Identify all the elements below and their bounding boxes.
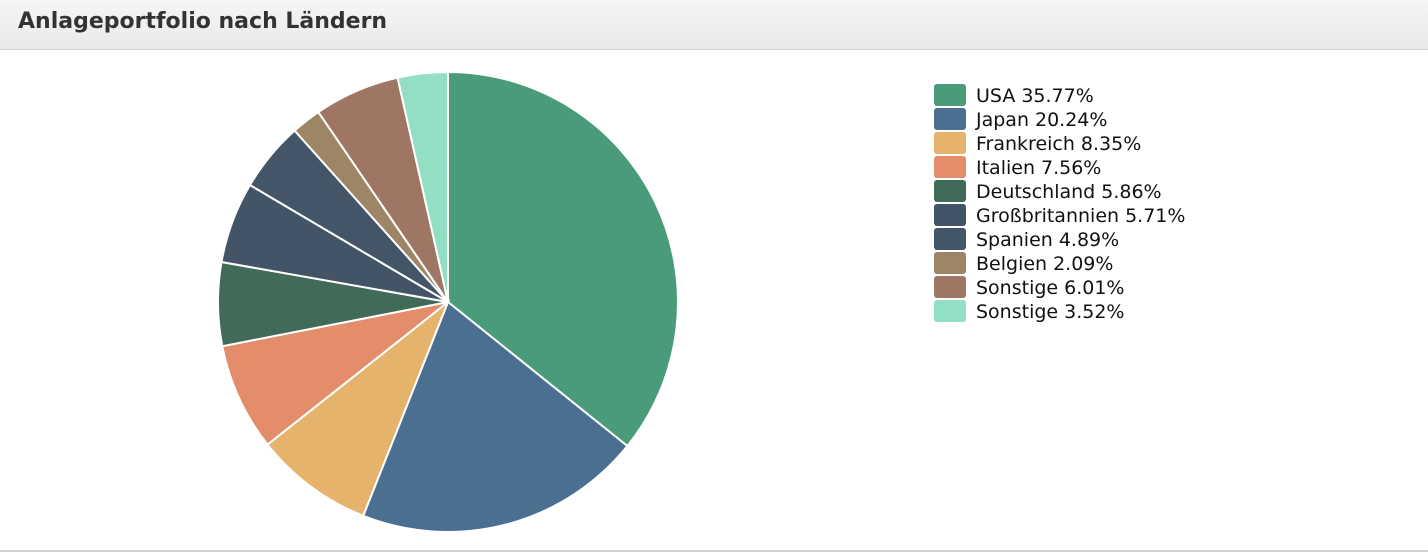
legend-label: USA 35.77% (976, 85, 1094, 107)
legend-name: Sonstige (976, 277, 1058, 299)
legend-swatch (934, 84, 966, 106)
pie-slice (447, 70, 679, 448)
legend-value: 7.56% (1041, 157, 1101, 179)
legend-name: Japan (975, 109, 1029, 131)
chart: USA 35.77%Japan 20.24%Frankreich 8.35%Itali… (217, 70, 1185, 533)
panel-header: Anlageportfolio nach Ländern (0, 0, 1428, 50)
legend-label: Frankreich 8.35% (976, 133, 1141, 155)
legend-name: Sonstige (976, 301, 1058, 323)
legend-name: Belgien (976, 253, 1047, 275)
panel-border (0, 550, 1428, 552)
legend-name: Italien (976, 157, 1035, 179)
legend-swatch (934, 108, 966, 130)
pie-slice (221, 301, 449, 446)
legend-name: Spanien (976, 229, 1053, 251)
legend-swatch (934, 132, 966, 154)
pie-slice (361, 300, 629, 533)
legend-value: 2.09% (1053, 253, 1113, 275)
legend-swatch (934, 180, 966, 202)
legend-swatch (934, 252, 966, 274)
legend-swatch (934, 156, 966, 178)
legend-value: 4.89% (1059, 229, 1119, 251)
pie-slice (266, 298, 451, 518)
legend-value: 5.86% (1101, 181, 1161, 203)
legend-swatch (934, 300, 966, 322)
legend-name: Deutschland (976, 181, 1095, 203)
legend-name: USA (976, 85, 1015, 107)
legend-swatch (934, 228, 966, 250)
legend-name: Großbritannien (976, 205, 1119, 227)
legend-label: Sonstige 3.52% (976, 301, 1124, 323)
legend-name: Frankreich (976, 133, 1075, 155)
legend-label: Sonstige 6.01% (976, 277, 1124, 299)
legend-value: 8.35% (1081, 133, 1141, 155)
legend-label: Japan 20.24% (975, 109, 1107, 131)
legend-label: Belgien 2.09% (976, 253, 1113, 275)
legend-value: 6.01% (1064, 277, 1124, 299)
chart-title: Anlageportfolio nach Ländern (18, 9, 388, 34)
legend-value: 35.77% (1021, 85, 1093, 107)
legend-label: Italien 7.56% (976, 157, 1101, 179)
legend-value: 5.71% (1125, 205, 1185, 227)
legend-value: 20.24% (1035, 109, 1107, 131)
legend-swatch (934, 204, 966, 226)
pie-slice (396, 70, 449, 303)
legend-swatch (934, 276, 966, 298)
legend-label: Großbritannien 5.71% (976, 205, 1185, 227)
legend-value: 3.52% (1064, 301, 1124, 323)
legend-label: Spanien 4.89% (976, 229, 1119, 251)
legend-label: Deutschland 5.86% (976, 181, 1162, 203)
